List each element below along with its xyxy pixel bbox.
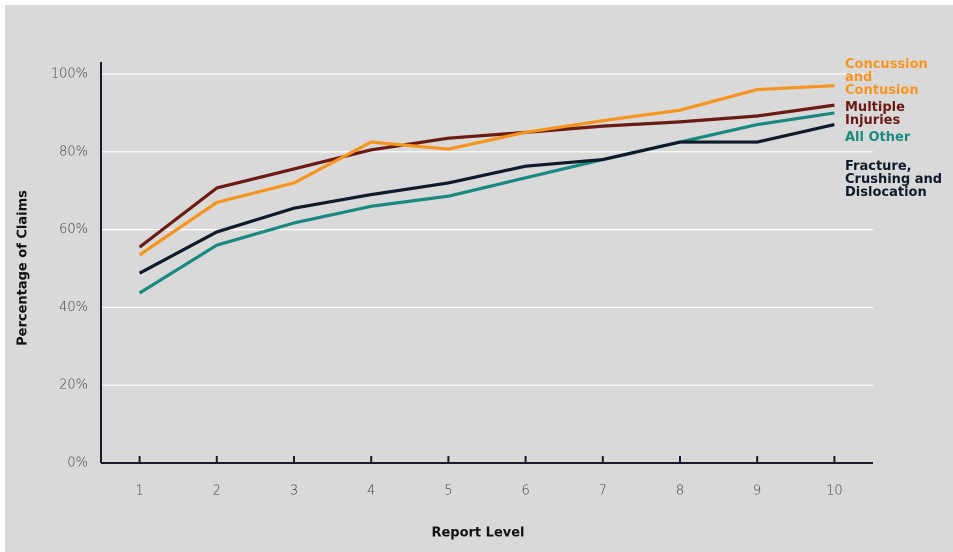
y-tick-label: 60%: [59, 222, 88, 237]
y-tick-label: 20%: [59, 378, 88, 393]
series-label: All Other: [845, 130, 911, 145]
x-tick-label: 8: [676, 484, 684, 499]
series-label: Fracture, Crushing and Dislocation: [845, 159, 943, 200]
series-label: Concussion and Contusion: [845, 57, 928, 98]
x-tick-label: 9: [753, 484, 761, 499]
line-series: [138, 84, 835, 257]
x-axis-title: Report Level: [431, 526, 524, 541]
y-tick-label: 0%: [67, 456, 88, 471]
line-series: [138, 103, 835, 249]
x-tick-label: 5: [444, 484, 452, 499]
x-tick-label: 7: [599, 484, 607, 499]
x-tick-label: 3: [290, 484, 298, 499]
y-tick-label: 40%: [59, 300, 88, 315]
series-label: Multiple Injuries: [845, 100, 905, 128]
y-tick-label: 100%: [51, 67, 88, 82]
x-tick-label: 1: [135, 484, 143, 499]
x-tick-label: 4: [367, 484, 375, 499]
line-series: [138, 123, 835, 275]
x-tick-label: 6: [521, 484, 529, 499]
line-series: [138, 111, 835, 295]
y-tick-label: 80%: [59, 144, 88, 159]
y-axis-title: Percentage of Claims: [16, 190, 31, 346]
x-tick-label: 10: [826, 484, 843, 499]
x-tick-label: 2: [213, 484, 221, 499]
